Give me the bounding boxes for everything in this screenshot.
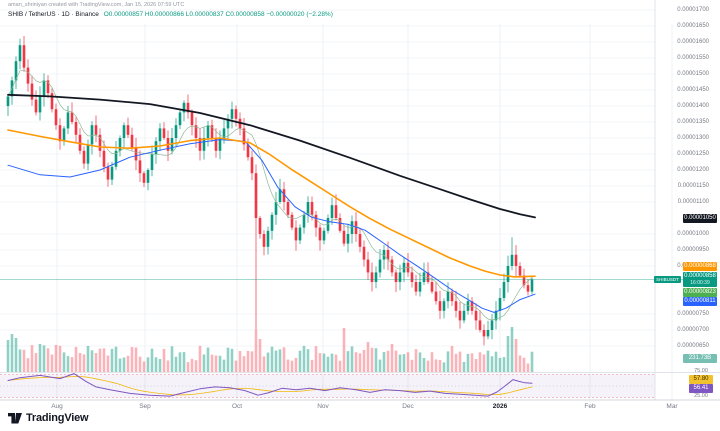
- symbol-legend[interactable]: SHIB / TetherUS · 1D · Binance O0.000008…: [8, 11, 333, 18]
- ma-blue-price-badge: 0.00000811: [683, 297, 717, 306]
- chart-canvas[interactable]: [0, 0, 720, 412]
- ma-black-price-badge: 0.00001050: [683, 214, 717, 223]
- price-axis-label: 0.00001150: [677, 183, 709, 189]
- price-axis-label: 0.00001000: [677, 231, 709, 237]
- price-axis-label: 0.00000950: [677, 247, 709, 253]
- price-axis-label: 0.00001550: [677, 55, 709, 61]
- symbol-price-label: SHIBUSDT: [654, 276, 681, 283]
- price-axis-label: 0.00001450: [677, 87, 709, 93]
- ma-green-price-badge: 0.00000823: [683, 288, 717, 297]
- symbol-title[interactable]: SHIB / TetherUS · 1D · Binance: [8, 11, 99, 18]
- price-axis-label: 0.00000650: [677, 343, 709, 349]
- time-axis-label: Mar: [666, 403, 678, 410]
- time-axis-label: Oct: [231, 403, 243, 410]
- bar-close-countdown: 16:00:39: [690, 280, 710, 286]
- volume-value-badge: 231.73B: [683, 354, 717, 363]
- price-axis-label: 0.00001500: [677, 71, 709, 77]
- price-axis-label: 0.00001650: [677, 23, 709, 29]
- time-axis-label: 2026: [492, 403, 508, 410]
- rsi-upper-band-label: 75.00: [694, 368, 708, 374]
- price-axis-label: 0.00001600: [677, 39, 709, 45]
- price-axis-label: 0.00001250: [677, 151, 709, 157]
- tradingview-logo[interactable]: TradingView: [8, 412, 89, 424]
- tradingview-logo-icon: [8, 412, 22, 423]
- price-axis-label: 0.00001700: [677, 7, 709, 13]
- rsi-value-badge: 56.41: [689, 384, 713, 393]
- time-axis-label: Sep: [139, 403, 151, 410]
- time-axis-label: Aug: [51, 403, 63, 410]
- ma-orange-price-badge: 0.00000868: [683, 262, 717, 271]
- price-axis-label: 0.00001300: [677, 135, 709, 141]
- time-axis-label: Dec: [402, 403, 414, 410]
- tradingview-logo-text: TradingView: [26, 412, 89, 424]
- ohlc-values: O0.00000857 H0.00000866 L0.00000837 C0.0…: [103, 11, 333, 18]
- price-axis-label: 0.00001200: [677, 167, 709, 173]
- rsi-lower-band-label: 25.00: [694, 393, 708, 399]
- price-axis-label: 0.00000750: [677, 311, 709, 317]
- last-price-value: 0.00000858: [684, 273, 716, 279]
- price-axis-label: 0.00001100: [677, 199, 709, 205]
- price-axis-label: 0.00001400: [677, 103, 709, 109]
- time-axis-label: Nov: [317, 403, 329, 410]
- price-axis-label: 0.00000700: [677, 327, 709, 333]
- attribution-text: aman_shriniyan created with TradingView.…: [8, 2, 185, 8]
- last-price-badge: 0.00000858 16:00:39: [683, 272, 717, 287]
- time-axis-label: Feb: [584, 403, 596, 410]
- price-axis-label: 0.00001350: [677, 119, 709, 125]
- rsi-ma-value-badge: 57.80: [689, 375, 713, 384]
